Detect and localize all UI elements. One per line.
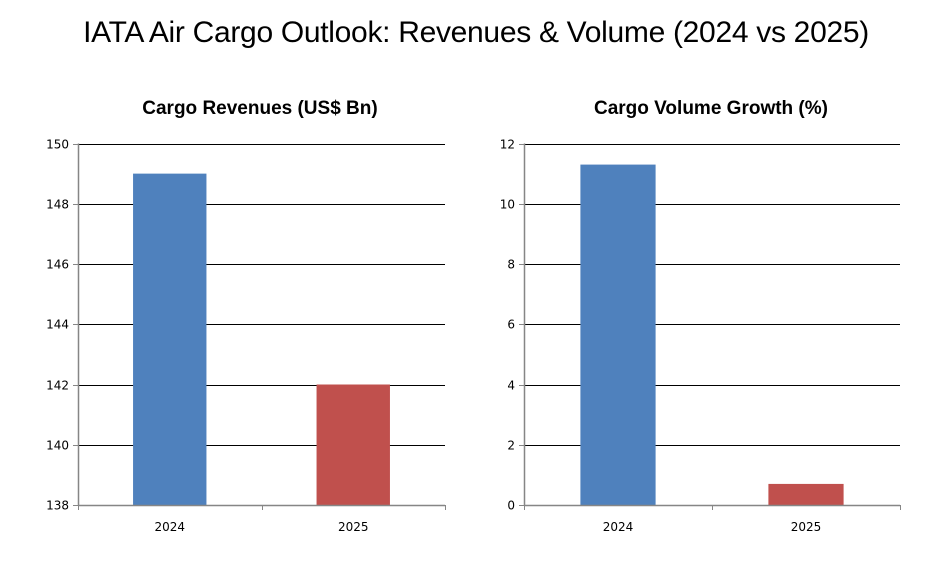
revenue-y-tick-label: 142 — [46, 379, 69, 393]
revenue-y-tick-label: 150 — [46, 138, 69, 152]
volume-chart-title: Cargo Volume Growth (%) — [594, 98, 828, 119]
revenue-chart-title: Cargo Revenues (US$ Bn) — [142, 98, 378, 119]
volume-y-tick-label: 10 — [500, 198, 515, 212]
revenue-bar-2024 — [133, 173, 207, 505]
volume-x-tick-label: 2025 — [791, 520, 822, 534]
volume-x-tick-label: 2024 — [603, 520, 634, 534]
revenue-x-tick-label: 2024 — [154, 520, 185, 534]
volume-y-tick-label: 8 — [507, 258, 515, 272]
revenue-y-tick-label: 144 — [46, 318, 69, 332]
revenue-bar-2025 — [316, 384, 390, 505]
revenue-y-tick-label: 138 — [46, 499, 69, 513]
volume-bar-2024 — [580, 164, 656, 505]
revenue-x-tick-label: 2025 — [338, 520, 369, 534]
volume-y-tick-label: 0 — [507, 499, 515, 513]
volume-y-tick-label: 6 — [507, 318, 515, 332]
revenue-y-tick-label: 148 — [46, 198, 69, 212]
volume-y-tick-label: 4 — [507, 379, 515, 393]
revenue-y-tick-label: 140 — [46, 439, 69, 453]
volume-bar-2025 — [768, 483, 844, 505]
volume-y-tick-label: 12 — [500, 138, 515, 152]
main-title: IATA Air Cargo Outlook: Revenues & Volum… — [83, 16, 869, 49]
revenue-y-tick-label: 146 — [46, 258, 69, 272]
volume-y-tick-label: 2 — [507, 439, 515, 453]
